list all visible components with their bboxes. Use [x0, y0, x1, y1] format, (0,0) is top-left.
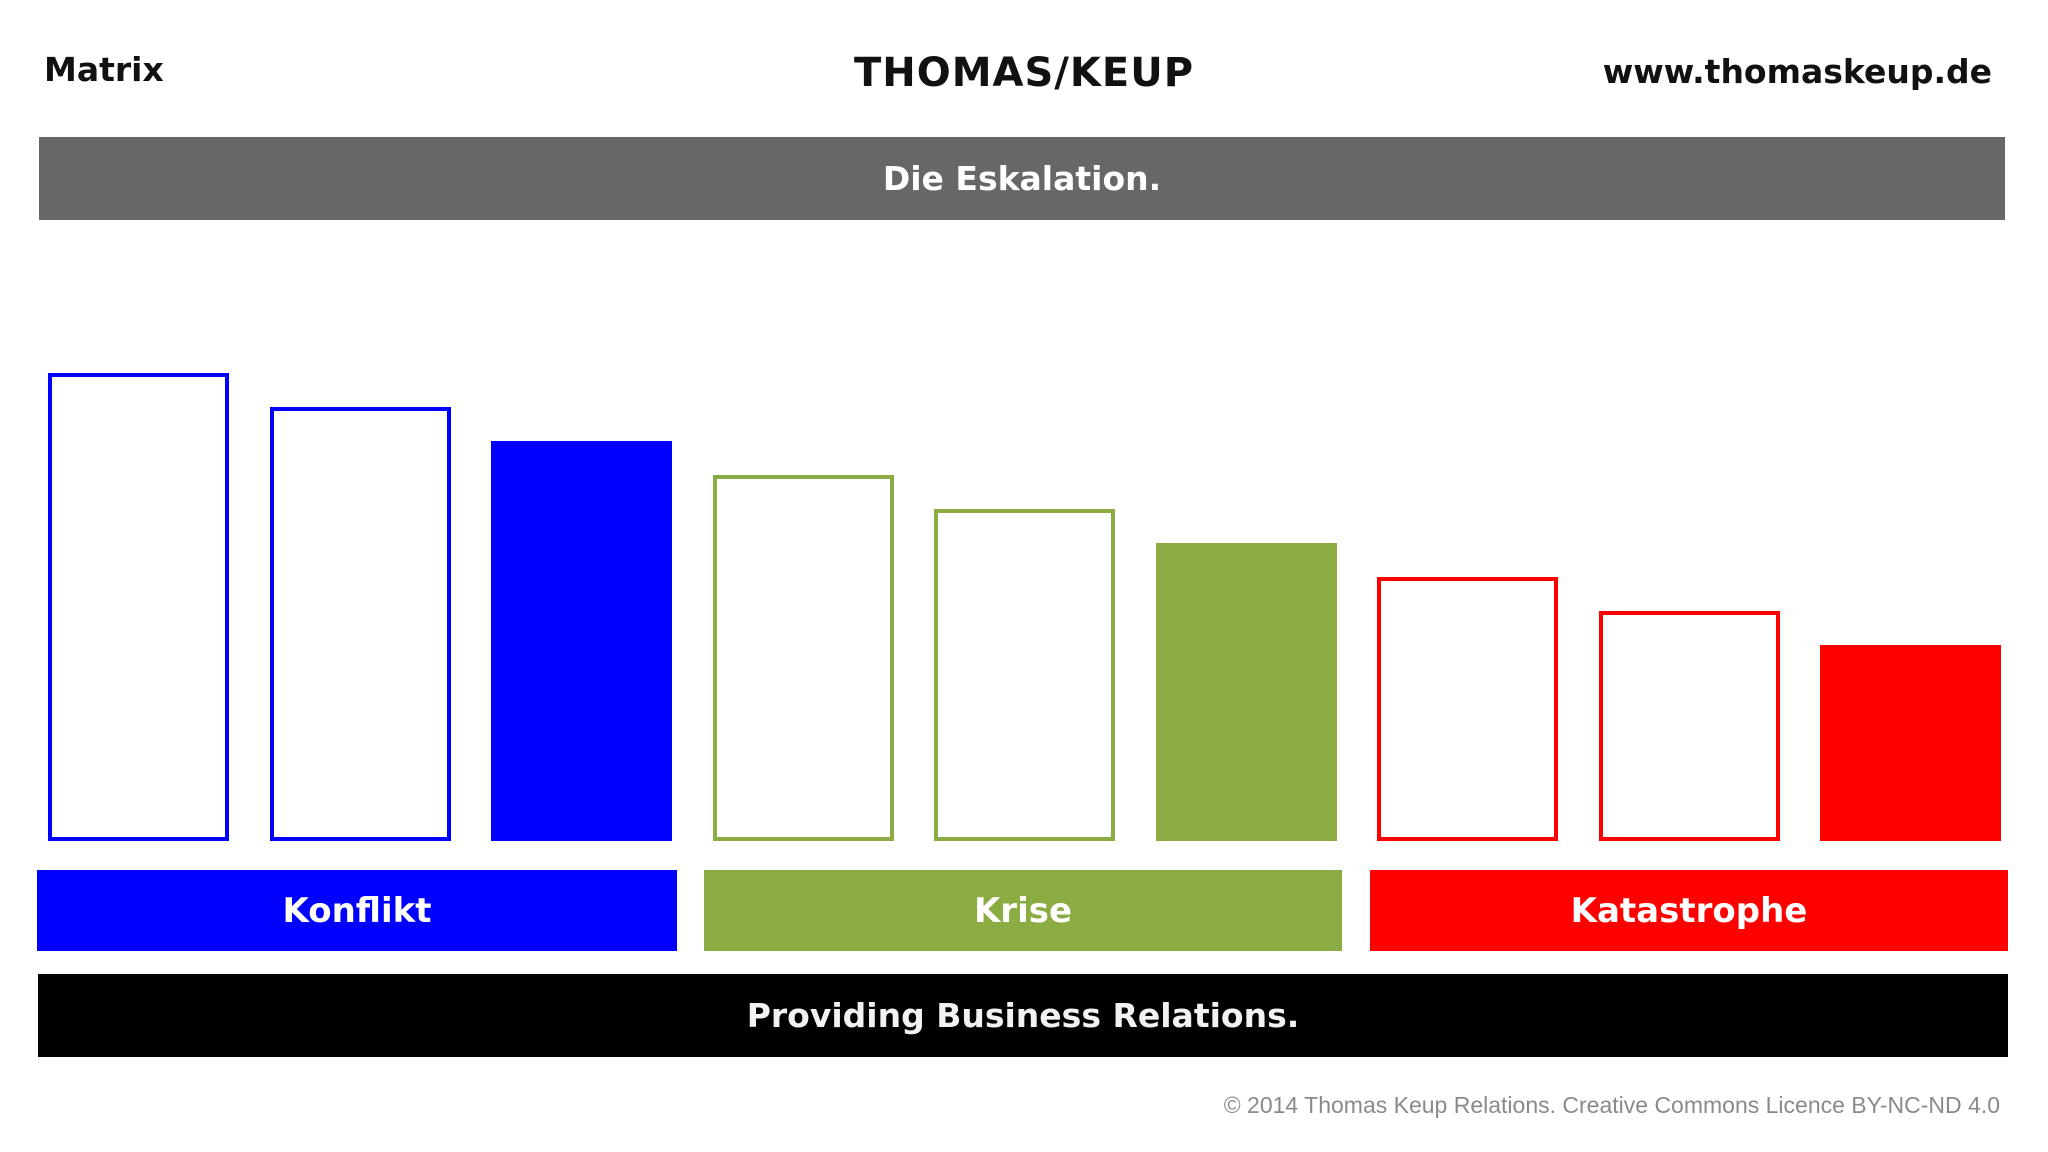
group-label-katastrophe: Katastrophe — [1370, 870, 2008, 951]
group-label-text: Katastrophe — [1570, 890, 1808, 931]
section-label: Matrix — [44, 50, 164, 89]
group-label-text: Krise — [973, 890, 1073, 931]
tagline-bar: Providing Business Relations. — [38, 974, 2008, 1057]
tagline: Providing Business Relations. — [746, 996, 1300, 1035]
escalation-bar-4 — [713, 475, 894, 841]
diagram-title-bar: Die Eskalation. — [39, 137, 2005, 220]
escalation-bar-6 — [1156, 543, 1337, 841]
group-label-text: Konflikt — [282, 890, 432, 931]
escalation-bar-8 — [1599, 611, 1780, 841]
escalation-bar-9 — [1820, 645, 2001, 841]
escalation-bar-2 — [270, 407, 451, 841]
website-link[interactable]: www.thomaskeup.de — [1602, 52, 1992, 91]
escalation-bar-7 — [1377, 577, 1558, 841]
brand-title: THOMAS/KEUP — [853, 50, 1195, 96]
group-label-krise: Krise — [704, 870, 1342, 951]
escalation-bar-5 — [934, 509, 1115, 841]
diagram-title: Die Eskalation. — [882, 159, 1162, 198]
copyright-notice: © 2014 Thomas Keup Relations. Creative C… — [1223, 1092, 2000, 1118]
escalation-bar-3 — [491, 441, 672, 841]
group-label-konflikt: Konflikt — [37, 870, 677, 951]
escalation-bar-1 — [48, 373, 229, 841]
